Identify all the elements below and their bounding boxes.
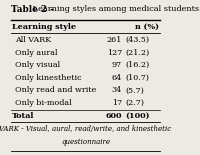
- Text: 97: 97: [112, 61, 122, 69]
- Text: (43.5): (43.5): [125, 36, 149, 44]
- Text: Only kinesthetic: Only kinesthetic: [15, 74, 82, 82]
- Text: (10.7): (10.7): [125, 74, 149, 82]
- Text: 64: 64: [112, 74, 122, 82]
- Text: Only bi-modal: Only bi-modal: [15, 99, 72, 107]
- Text: 34: 34: [112, 86, 122, 94]
- Text: 17: 17: [112, 99, 122, 107]
- Text: Learning style: Learning style: [12, 23, 76, 31]
- Text: Only aural: Only aural: [15, 49, 58, 57]
- Text: (2.7): (2.7): [125, 99, 144, 107]
- Text: n (%): n (%): [135, 23, 159, 31]
- Text: Total: Total: [12, 112, 35, 120]
- Text: Only visual: Only visual: [15, 61, 60, 69]
- Text: Only read and write: Only read and write: [15, 86, 97, 94]
- Text: All VARK: All VARK: [15, 36, 52, 44]
- Text: Learning styles among medical students.: Learning styles among medical students.: [30, 4, 200, 13]
- Text: 600: 600: [106, 112, 122, 120]
- Text: 261: 261: [107, 36, 122, 44]
- Text: questionnaire: questionnaire: [61, 138, 110, 146]
- Text: (16.2): (16.2): [125, 61, 149, 69]
- Text: (21.2): (21.2): [125, 49, 149, 57]
- Text: VARK - Visual, aural, read/write, and kinesthetic: VARK - Visual, aural, read/write, and ki…: [0, 125, 172, 133]
- Text: Table 2 -: Table 2 -: [11, 4, 54, 13]
- Text: (100): (100): [125, 112, 150, 120]
- Text: (5.7): (5.7): [125, 86, 144, 94]
- Text: 127: 127: [107, 49, 122, 57]
